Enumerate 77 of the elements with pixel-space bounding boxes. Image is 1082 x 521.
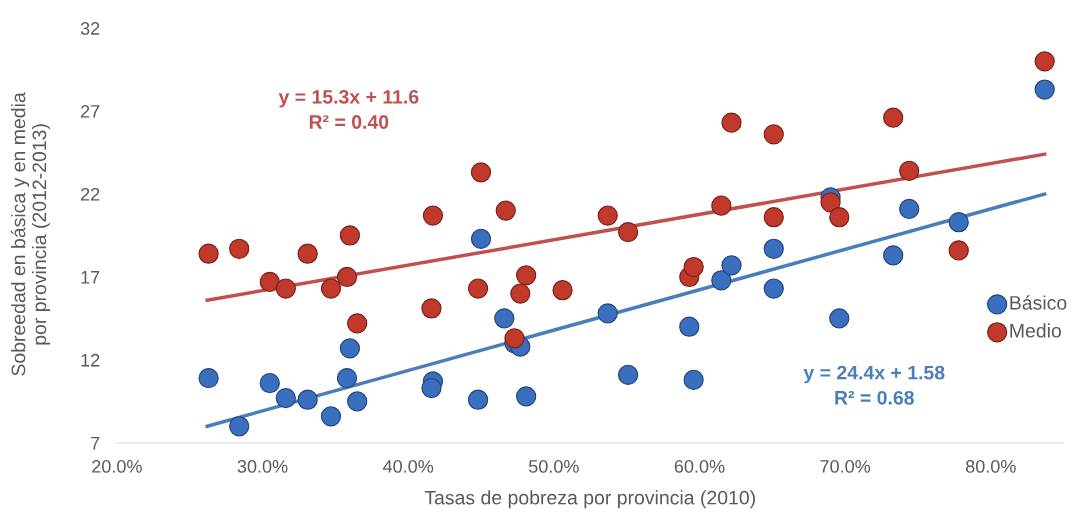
point: [883, 245, 904, 266]
point: [829, 207, 850, 228]
point: [467, 389, 489, 410]
y-tick-label: 17: [81, 271, 100, 284]
point: [470, 228, 492, 249]
x-axis-title: Tasas de pobreza por provincia (2010): [424, 490, 755, 509]
point: [495, 200, 516, 221]
point: [467, 278, 489, 299]
point: [339, 338, 361, 359]
point: [597, 205, 618, 226]
point: [297, 389, 318, 410]
point: [347, 313, 368, 334]
point: [763, 207, 784, 228]
x-tick-label: 70.0%: [820, 459, 871, 473]
point: [510, 283, 531, 304]
point: [229, 238, 250, 259]
point: [883, 107, 904, 128]
point: [721, 112, 742, 133]
point: [899, 198, 920, 220]
point: [504, 328, 525, 349]
legend-label: Básico: [1010, 295, 1067, 310]
point: [683, 256, 704, 278]
point: [229, 416, 250, 437]
point: [297, 243, 318, 264]
point: [320, 406, 342, 427]
point: [763, 278, 784, 299]
y-tick-label: 12: [81, 353, 100, 367]
y-tick-label: 32: [80, 22, 100, 35]
point: [617, 222, 639, 243]
point: [259, 271, 280, 293]
point: [1034, 79, 1055, 100]
x-tick-label: 80.0%: [965, 459, 1016, 473]
x-tick-label: 60.0%: [674, 459, 725, 473]
point: [683, 369, 704, 390]
x-tick-label: 40.0%: [382, 459, 434, 473]
point: [516, 265, 537, 286]
legend-label: Medio: [1010, 323, 1061, 338]
point: [721, 255, 742, 276]
point: [347, 391, 368, 412]
point: [336, 368, 358, 389]
point: [275, 278, 296, 299]
y-tick-label: 22: [81, 187, 100, 201]
point: [421, 298, 442, 319]
annotation: y = 24.4x + 1.58 R² = 0.68: [803, 365, 945, 405]
point: [948, 240, 969, 261]
annotation: y = 15.3x + 11.6 R² = 0.40: [278, 89, 419, 129]
point: [470, 162, 492, 183]
point: [829, 308, 850, 329]
point: [198, 243, 219, 264]
y-tick-label: 27: [81, 105, 100, 118]
point: [339, 225, 361, 246]
point: [1034, 51, 1055, 72]
x-tick-label: 20.0%: [92, 459, 142, 473]
point: [820, 192, 841, 213]
point: [422, 205, 444, 226]
x-tick-label: 50.0%: [528, 459, 579, 473]
point: [597, 303, 618, 324]
y-tick-label: 7: [91, 436, 100, 450]
point: [275, 387, 296, 409]
point: [948, 212, 969, 233]
point: [259, 373, 280, 394]
point: [617, 364, 639, 385]
point: [336, 266, 358, 288]
point: [494, 308, 515, 329]
point: [421, 377, 442, 399]
x-tick-label: 30.0%: [237, 459, 288, 473]
point: [763, 124, 784, 145]
point: [711, 195, 732, 216]
y-axis-title: Sobreedad en básica y en media por provincia (2012-2013): [10, 92, 51, 376]
point: [198, 368, 219, 389]
point: [899, 160, 920, 181]
point: [679, 316, 700, 337]
point: [763, 238, 784, 259]
point: [711, 270, 732, 291]
point: [320, 278, 342, 299]
point: [516, 386, 537, 407]
point: [552, 280, 573, 301]
